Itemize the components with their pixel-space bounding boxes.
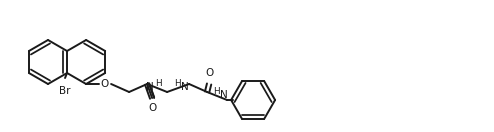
Text: H: H <box>174 79 180 88</box>
Text: O: O <box>100 79 108 89</box>
Text: H: H <box>155 79 162 88</box>
Text: H: H <box>213 87 219 96</box>
Text: N: N <box>220 90 228 100</box>
Text: O: O <box>205 68 213 78</box>
Text: Br: Br <box>59 86 71 96</box>
Text: N: N <box>181 82 189 92</box>
Text: N: N <box>146 82 154 92</box>
Text: O: O <box>148 103 156 113</box>
